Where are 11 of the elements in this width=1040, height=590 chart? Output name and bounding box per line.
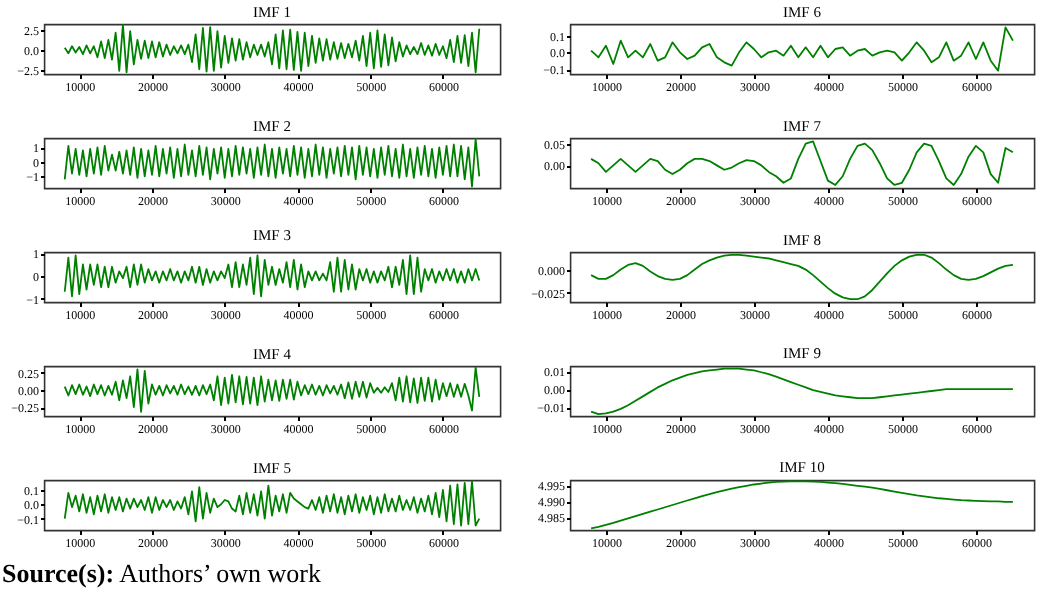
line-series — [590, 140, 1014, 186]
line-series — [590, 26, 1014, 72]
line-series — [63, 480, 481, 527]
line-series — [590, 253, 1014, 301]
line-series — [63, 366, 481, 413]
line-series — [63, 24, 481, 74]
source-note: Source(s): Authors’ own work — [2, 558, 321, 588]
line-series — [63, 138, 481, 188]
line-series — [63, 254, 481, 298]
line-series — [590, 367, 1014, 416]
line-series — [590, 480, 1014, 530]
